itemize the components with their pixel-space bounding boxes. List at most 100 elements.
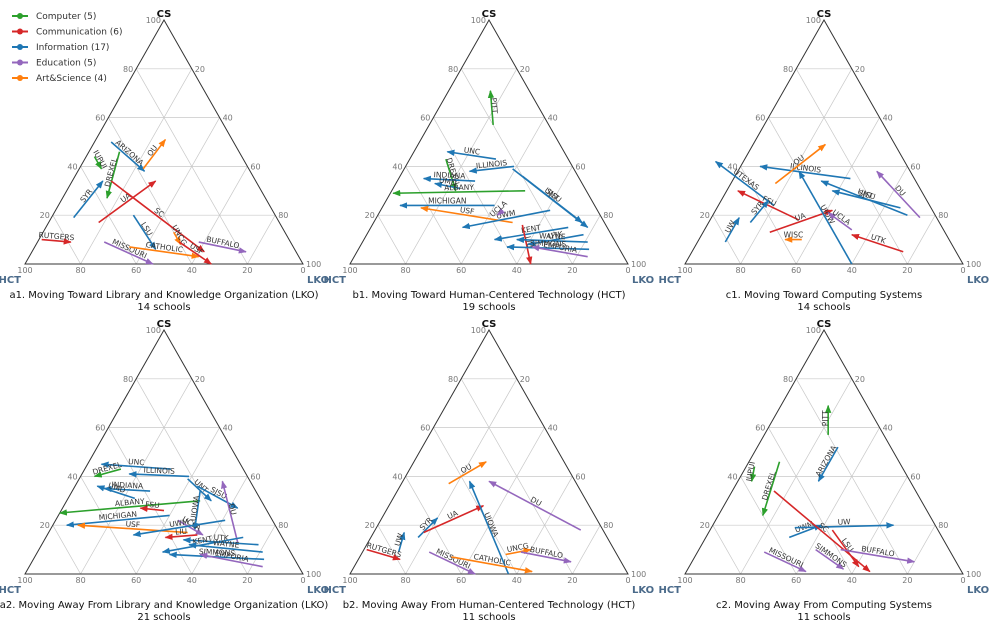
arrow-usf bbox=[178, 241, 212, 265]
vertex-label-top: CS bbox=[817, 9, 832, 20]
tick-label: 0 bbox=[300, 266, 305, 275]
tick-label: 60 bbox=[131, 576, 141, 585]
school-label: SJSU bbox=[858, 188, 877, 201]
arrow-wayne bbox=[188, 542, 263, 553]
arrow-pitt bbox=[487, 89, 495, 125]
school-label: WAYNE bbox=[212, 538, 240, 550]
tick-label: 80 bbox=[783, 375, 793, 384]
arrow-wayne bbox=[516, 236, 588, 244]
arrow-ua bbox=[769, 209, 834, 234]
school-label: UNC bbox=[463, 145, 481, 156]
tick-label: 40 bbox=[223, 114, 233, 123]
arrow-du bbox=[221, 480, 239, 543]
arrow-arizona bbox=[817, 446, 839, 482]
school-label: ALBANY bbox=[444, 183, 474, 193]
arrow-arizona bbox=[110, 141, 146, 172]
arrow-drexel bbox=[445, 158, 457, 192]
panel-title: a2. Moving Away From Library and Knowled… bbox=[0, 600, 328, 611]
arrow-uw bbox=[397, 531, 406, 553]
tick-label: 20 bbox=[365, 521, 375, 530]
grid-line bbox=[247, 525, 276, 575]
tick-label: 100 bbox=[17, 576, 32, 585]
arrow-kent bbox=[161, 536, 244, 554]
vertex-label-right: LKO bbox=[632, 585, 654, 596]
grid-line bbox=[405, 166, 462, 265]
vertex-label-right: LKO bbox=[632, 275, 654, 286]
tick-label: 80 bbox=[603, 521, 613, 530]
arrow-syr bbox=[749, 199, 770, 224]
arrow-utexas bbox=[714, 160, 775, 207]
grid-line bbox=[377, 215, 406, 265]
arrow-uiow bbox=[798, 170, 853, 265]
school-label: ILLINOIS bbox=[143, 466, 175, 476]
panel-subtitle: 21 schools bbox=[137, 612, 190, 623]
tick-label: 100 bbox=[677, 266, 692, 275]
ternary-panels: 20 20 20 40 40 40 60 60 60 80 80 80 100 100 100 0 CS HCT L… bbox=[0, 9, 989, 623]
tick-label: 60 bbox=[575, 162, 585, 171]
arrow-sjsu bbox=[196, 485, 239, 509]
arrow-ou bbox=[774, 143, 827, 185]
tick-label: 40 bbox=[187, 266, 197, 275]
arrow-sjsu bbox=[831, 189, 901, 209]
tick-label: 40 bbox=[847, 576, 857, 585]
arrow-unc bbox=[446, 149, 497, 160]
arrow-missouri bbox=[428, 551, 476, 575]
arrow-liu bbox=[164, 533, 198, 541]
legend-entry: Information (17) bbox=[12, 43, 109, 53]
grid-line bbox=[572, 215, 601, 265]
tick-label: 20 bbox=[195, 65, 205, 74]
tick-label: 40 bbox=[187, 576, 197, 585]
arrow-uiowa bbox=[192, 490, 201, 531]
school-label: LIU bbox=[175, 527, 188, 537]
school-label: INDIANA bbox=[433, 170, 466, 181]
tick-label: 20 bbox=[242, 266, 252, 275]
arrow-albany bbox=[392, 189, 526, 197]
tick-label: 80 bbox=[736, 576, 746, 585]
school-label: MISSOURI bbox=[767, 546, 804, 570]
tick-label: 60 bbox=[250, 162, 260, 171]
school-label: USF bbox=[125, 519, 140, 529]
panel-title: c2. Moving Away From Computing Systems bbox=[716, 600, 932, 611]
school-label: SIMMONS bbox=[530, 239, 567, 249]
tick-label: 20 bbox=[855, 65, 865, 74]
arrow-buffalo bbox=[520, 551, 572, 564]
arrow-utk bbox=[527, 233, 584, 247]
grid-line bbox=[851, 166, 908, 265]
tick-label: 20 bbox=[567, 266, 577, 275]
legend-entry: Computer (5) bbox=[12, 12, 96, 22]
triangle-outline bbox=[24, 18, 304, 265]
tick-label: 80 bbox=[76, 266, 86, 275]
panel-title: b1. Moving Toward Human-Centered Technol… bbox=[352, 290, 625, 301]
legend-label: Education (5) bbox=[36, 59, 96, 69]
school-arrows: PITTUNCILLINOISDREXELINDIANAUMDUNTSJSUAL… bbox=[392, 89, 590, 265]
school-label: OU bbox=[459, 462, 473, 476]
arrow-catholic bbox=[451, 556, 533, 574]
school-label: DREXEL bbox=[91, 460, 123, 477]
grid-line bbox=[433, 427, 518, 575]
arrow-uw bbox=[724, 216, 740, 243]
school-label: LSU bbox=[139, 220, 154, 237]
vertex-label-top: CS bbox=[482, 9, 497, 20]
arrow-sc bbox=[110, 180, 205, 253]
school-label: FSU bbox=[145, 500, 160, 510]
tick-label: 100 bbox=[17, 266, 32, 275]
tick-label: 60 bbox=[250, 472, 260, 481]
legend-label: Communication (6) bbox=[36, 28, 123, 38]
tick-label: 60 bbox=[791, 576, 801, 585]
grid-line bbox=[740, 476, 797, 575]
tick-label: 0 bbox=[960, 266, 965, 275]
tick-label: 40 bbox=[392, 162, 402, 171]
arrow-unt bbox=[187, 478, 212, 502]
grid-line bbox=[907, 525, 936, 575]
arrow-ucla bbox=[496, 208, 505, 216]
panel-subtitle: 11 schools bbox=[797, 612, 850, 623]
panel-title: a1. Moving Toward Library and Knowledge … bbox=[9, 290, 318, 301]
vertex-label-left: HCT bbox=[323, 275, 346, 286]
arrow-uwm bbox=[132, 519, 226, 537]
school-label: BUFFALO bbox=[206, 235, 241, 251]
